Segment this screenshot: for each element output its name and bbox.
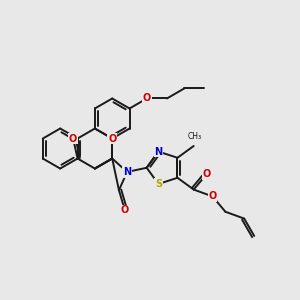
Text: N: N	[154, 147, 163, 157]
Text: O: O	[208, 191, 217, 201]
Text: N: N	[123, 167, 131, 177]
Text: O: O	[121, 205, 129, 215]
Text: O: O	[143, 94, 151, 103]
Text: O: O	[108, 134, 116, 143]
Text: CH₃: CH₃	[188, 132, 202, 141]
Text: O: O	[69, 134, 77, 143]
Text: S: S	[155, 179, 162, 189]
Text: O: O	[202, 169, 211, 179]
